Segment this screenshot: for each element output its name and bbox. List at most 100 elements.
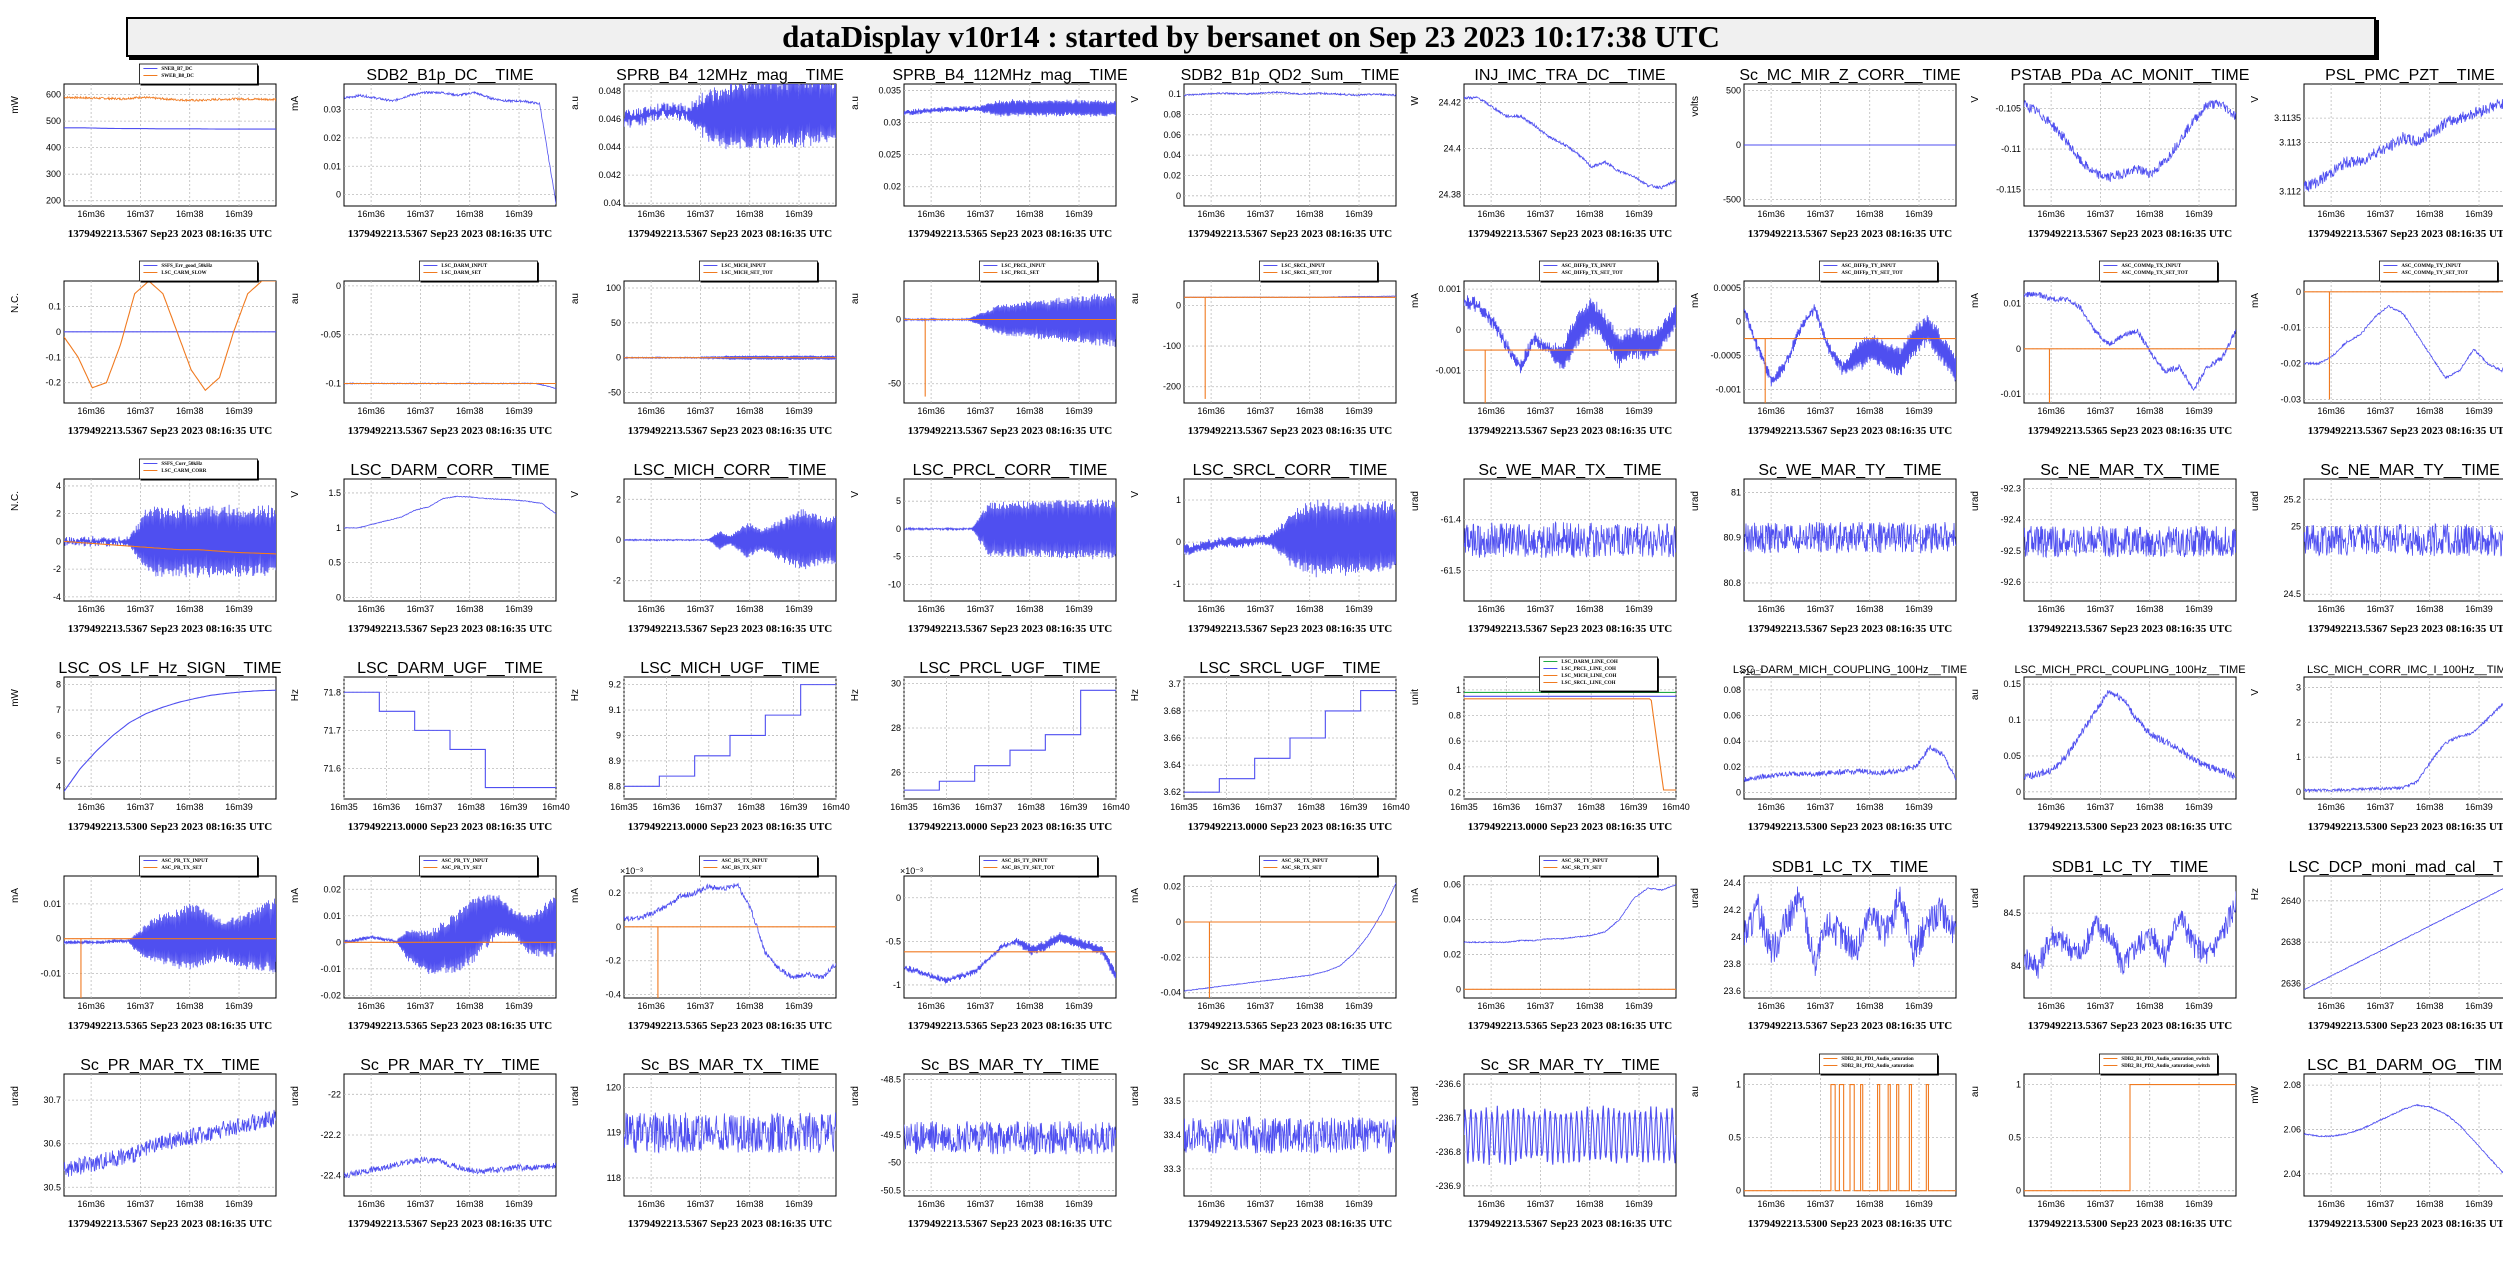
x-tick-label: 16m36 bbox=[2037, 802, 2065, 812]
x-tick-label: 16m38 bbox=[456, 1199, 484, 1209]
legend-entry: ASC_PR_TY_SET bbox=[441, 866, 482, 871]
y-tick-label: 0.01 bbox=[323, 911, 341, 921]
y-tick-label: 2.08 bbox=[2283, 1080, 2301, 1090]
y-tick-label: 80.9 bbox=[1723, 533, 1741, 543]
series-line bbox=[1464, 521, 1676, 558]
legend-entry: LSC_SRCL_LINE_COH bbox=[1561, 681, 1615, 686]
y-axis-label: mW bbox=[10, 688, 21, 706]
series-line bbox=[904, 689, 1116, 791]
x-tick-label: 16m39 bbox=[1625, 406, 1653, 416]
x-tick-label: 16m36 bbox=[1477, 406, 1505, 416]
chart-svg: LSC_MICH_UGF__TIME 16m35 16m36 16m37 16m38 16… bbox=[570, 660, 850, 833]
x-tick-label: 16m37 bbox=[2087, 1001, 2115, 1011]
x-tick-label: 16m36 bbox=[357, 406, 385, 416]
y-tick-label: 0 bbox=[1176, 191, 1181, 201]
y-tick-label: 0 bbox=[2296, 787, 2301, 797]
y-tick-label: -100 bbox=[1163, 341, 1181, 351]
x-tick-label: 16m37 bbox=[127, 209, 155, 219]
x-tick-label: 16m39 bbox=[1905, 209, 1933, 219]
x-tick-label: 16m37 bbox=[1527, 1001, 1555, 1011]
plot-frame bbox=[903, 875, 1117, 999]
x-tick-label: 16m38 bbox=[2416, 209, 2444, 219]
legend-entry: ASC_BS_TX_SET bbox=[721, 866, 762, 871]
x-tick-label: 16m38 bbox=[1016, 1199, 1044, 1209]
time-footer: 1379492213.5365 Sep23 2023 08:16:35 UTC bbox=[1188, 1020, 1392, 1032]
x-tick-label: 16m39 bbox=[2185, 209, 2213, 219]
y-axis-label: au bbox=[1970, 1086, 1981, 1097]
x-tick-label: 16m36 bbox=[2037, 1199, 2065, 1209]
plot-frame bbox=[1463, 83, 1677, 207]
y-tick-label: 0.03 bbox=[883, 118, 901, 128]
x-tick-label: 16m38 bbox=[2416, 406, 2444, 416]
y-tick-label: 0.5 bbox=[1728, 1133, 1741, 1143]
chart-title: Sc_PR_MAR_TY__TIME bbox=[360, 1057, 540, 1074]
x-tick-label: 16m39 bbox=[1345, 1001, 1373, 1011]
y-axis-label: mA bbox=[1410, 293, 1421, 308]
chart-panel-9: PSL_PMC_PZT__TIME 16m36 16m37 16m38 16m39 3.1… bbox=[2248, 67, 2503, 268]
y-tick-label: 500 bbox=[1726, 86, 1741, 96]
y-tick-label: 0 bbox=[616, 353, 621, 363]
x-tick-label: 16m38 bbox=[456, 209, 484, 219]
x-tick-label: 16m38 bbox=[176, 604, 204, 614]
y-axis-label: Hz bbox=[570, 689, 581, 701]
series-line bbox=[344, 894, 556, 975]
axis-exponent: ×10⁻³ bbox=[620, 866, 643, 876]
y-tick-label: 0.02 bbox=[1443, 949, 1461, 959]
chart-panel-6: INJ_IMC_TRA_DC__TIME 16m36 16m37 16m38 16m39… bbox=[1408, 67, 1686, 268]
x-tick-label: 16m38 bbox=[736, 1001, 764, 1011]
time-footer: 1379492213.5300 Sep23 2023 08:16:35 UTC bbox=[2308, 1218, 2503, 1230]
chart-svg: LSC_SRCL_CORR__TIME 16m36 16m37 16m38 16m39 -… bbox=[1130, 462, 1397, 635]
chart-panel-34: LSC_DARM_MICH_COUPLING_100Hz__TIME ×10⁻³ 1… bbox=[1688, 661, 1967, 861]
x-tick-label: 16m37 bbox=[2367, 604, 2395, 614]
legend-entry: LSC_CARM_CORR bbox=[161, 469, 206, 474]
time-footer: 1379492213.5367 Sep23 2023 08:16:35 UTC bbox=[1468, 425, 1672, 437]
chart-panel-51: Sc_SR_MAR_TY__TIME 16m36 16m37 16m38 16m39 -2… bbox=[1408, 1057, 1686, 1258]
series-line bbox=[2304, 522, 2503, 557]
y-tick-label: -0.115 bbox=[1996, 185, 2021, 195]
legend-entry: LSC_MICH_LINE_COH bbox=[1561, 674, 1616, 679]
x-tick-label: 16m37 bbox=[2087, 1199, 2115, 1209]
legend-entry: ASC_DIFFp_TY_SET_TOT bbox=[1841, 271, 1903, 276]
x-tick-label: 16m37 bbox=[687, 1001, 715, 1011]
chart-panel-26: Sc_NE_MAR_TX__TIME 16m36 16m37 16m38 16m39 -9… bbox=[1968, 462, 2246, 663]
time-footer: 1379492213.5367 Sep23 2023 08:16:35 UTC bbox=[1188, 623, 1392, 635]
series-line bbox=[344, 691, 556, 789]
plot-frame bbox=[623, 875, 837, 999]
x-tick-label: 16m39 bbox=[1065, 1001, 1093, 1011]
y-tick-label: 0.5 bbox=[328, 558, 341, 568]
x-tick-label: 16m38 bbox=[2136, 406, 2164, 416]
y-tick-label: 0.02 bbox=[323, 133, 341, 143]
chart-panel-16: 16m36 16m37 16m38 16m39 -0.001 -0.0005 0 0.0005… bbox=[1688, 260, 1966, 465]
x-tick-label: 16m37 bbox=[127, 406, 155, 416]
y-axis-label: au bbox=[570, 293, 581, 304]
legend: SDB2_B1_PD1_Audio_saturation_switch SDB2_… bbox=[2098, 1053, 2219, 1076]
y-tick-label: 1 bbox=[2016, 1080, 2021, 1090]
x-tick-label: 16m39 bbox=[500, 802, 528, 812]
legend-entry: ASC_COMMp_TX_SET_TOT bbox=[2121, 271, 2188, 276]
y-tick-label: 3.68 bbox=[1163, 706, 1181, 716]
y-tick-label: 7 bbox=[56, 705, 61, 715]
y-tick-label: 0.046 bbox=[598, 114, 621, 124]
plot-frame bbox=[63, 83, 277, 207]
plot-frame bbox=[1183, 280, 1397, 404]
y-tick-label: -50 bbox=[888, 379, 901, 389]
series-line bbox=[2024, 99, 2236, 182]
y-tick-label: 26 bbox=[891, 767, 901, 777]
time-footer: 1379492213.5367 Sep23 2023 08:16:35 UTC bbox=[1188, 425, 1392, 437]
y-axis-label: Hz bbox=[850, 689, 861, 701]
y-tick-label: 0 bbox=[336, 190, 341, 200]
y-axis-label: volts bbox=[1690, 96, 1701, 117]
chart-panel-44: SDB1_LC_TY__TIME 16m36 16m37 16m38 16m39 84 84… bbox=[1968, 859, 2246, 1060]
y-tick-label: 23.6 bbox=[1723, 986, 1741, 996]
time-footer: 1379492213.5365 Sep23 2023 08:16:35 UTC bbox=[348, 1020, 552, 1032]
x-tick-label: 16m37 bbox=[2367, 1199, 2395, 1209]
time-footer: 1379492213.5367 Sep23 2023 08:16:35 UTC bbox=[348, 623, 552, 635]
legend-entry: ASC_PR_TX_SET bbox=[161, 866, 202, 871]
chart-panel-10: 16m36 16m37 16m38 16m39 -0.2 -0.1 0 0.1 N.C. SSFS… bbox=[8, 260, 286, 465]
x-tick-label: 16m37 bbox=[695, 802, 723, 812]
y-tick-label: 0.01 bbox=[2003, 299, 2021, 309]
y-tick-label: -2 bbox=[53, 564, 61, 574]
time-footer: 1379492213.5367 Sep23 2023 08:16:35 UTC bbox=[628, 623, 832, 635]
y-tick-label: 81 bbox=[1731, 488, 1741, 498]
legend: ASC_BS_TX_INPUT ASC_BS_TX_SET bbox=[698, 855, 819, 878]
